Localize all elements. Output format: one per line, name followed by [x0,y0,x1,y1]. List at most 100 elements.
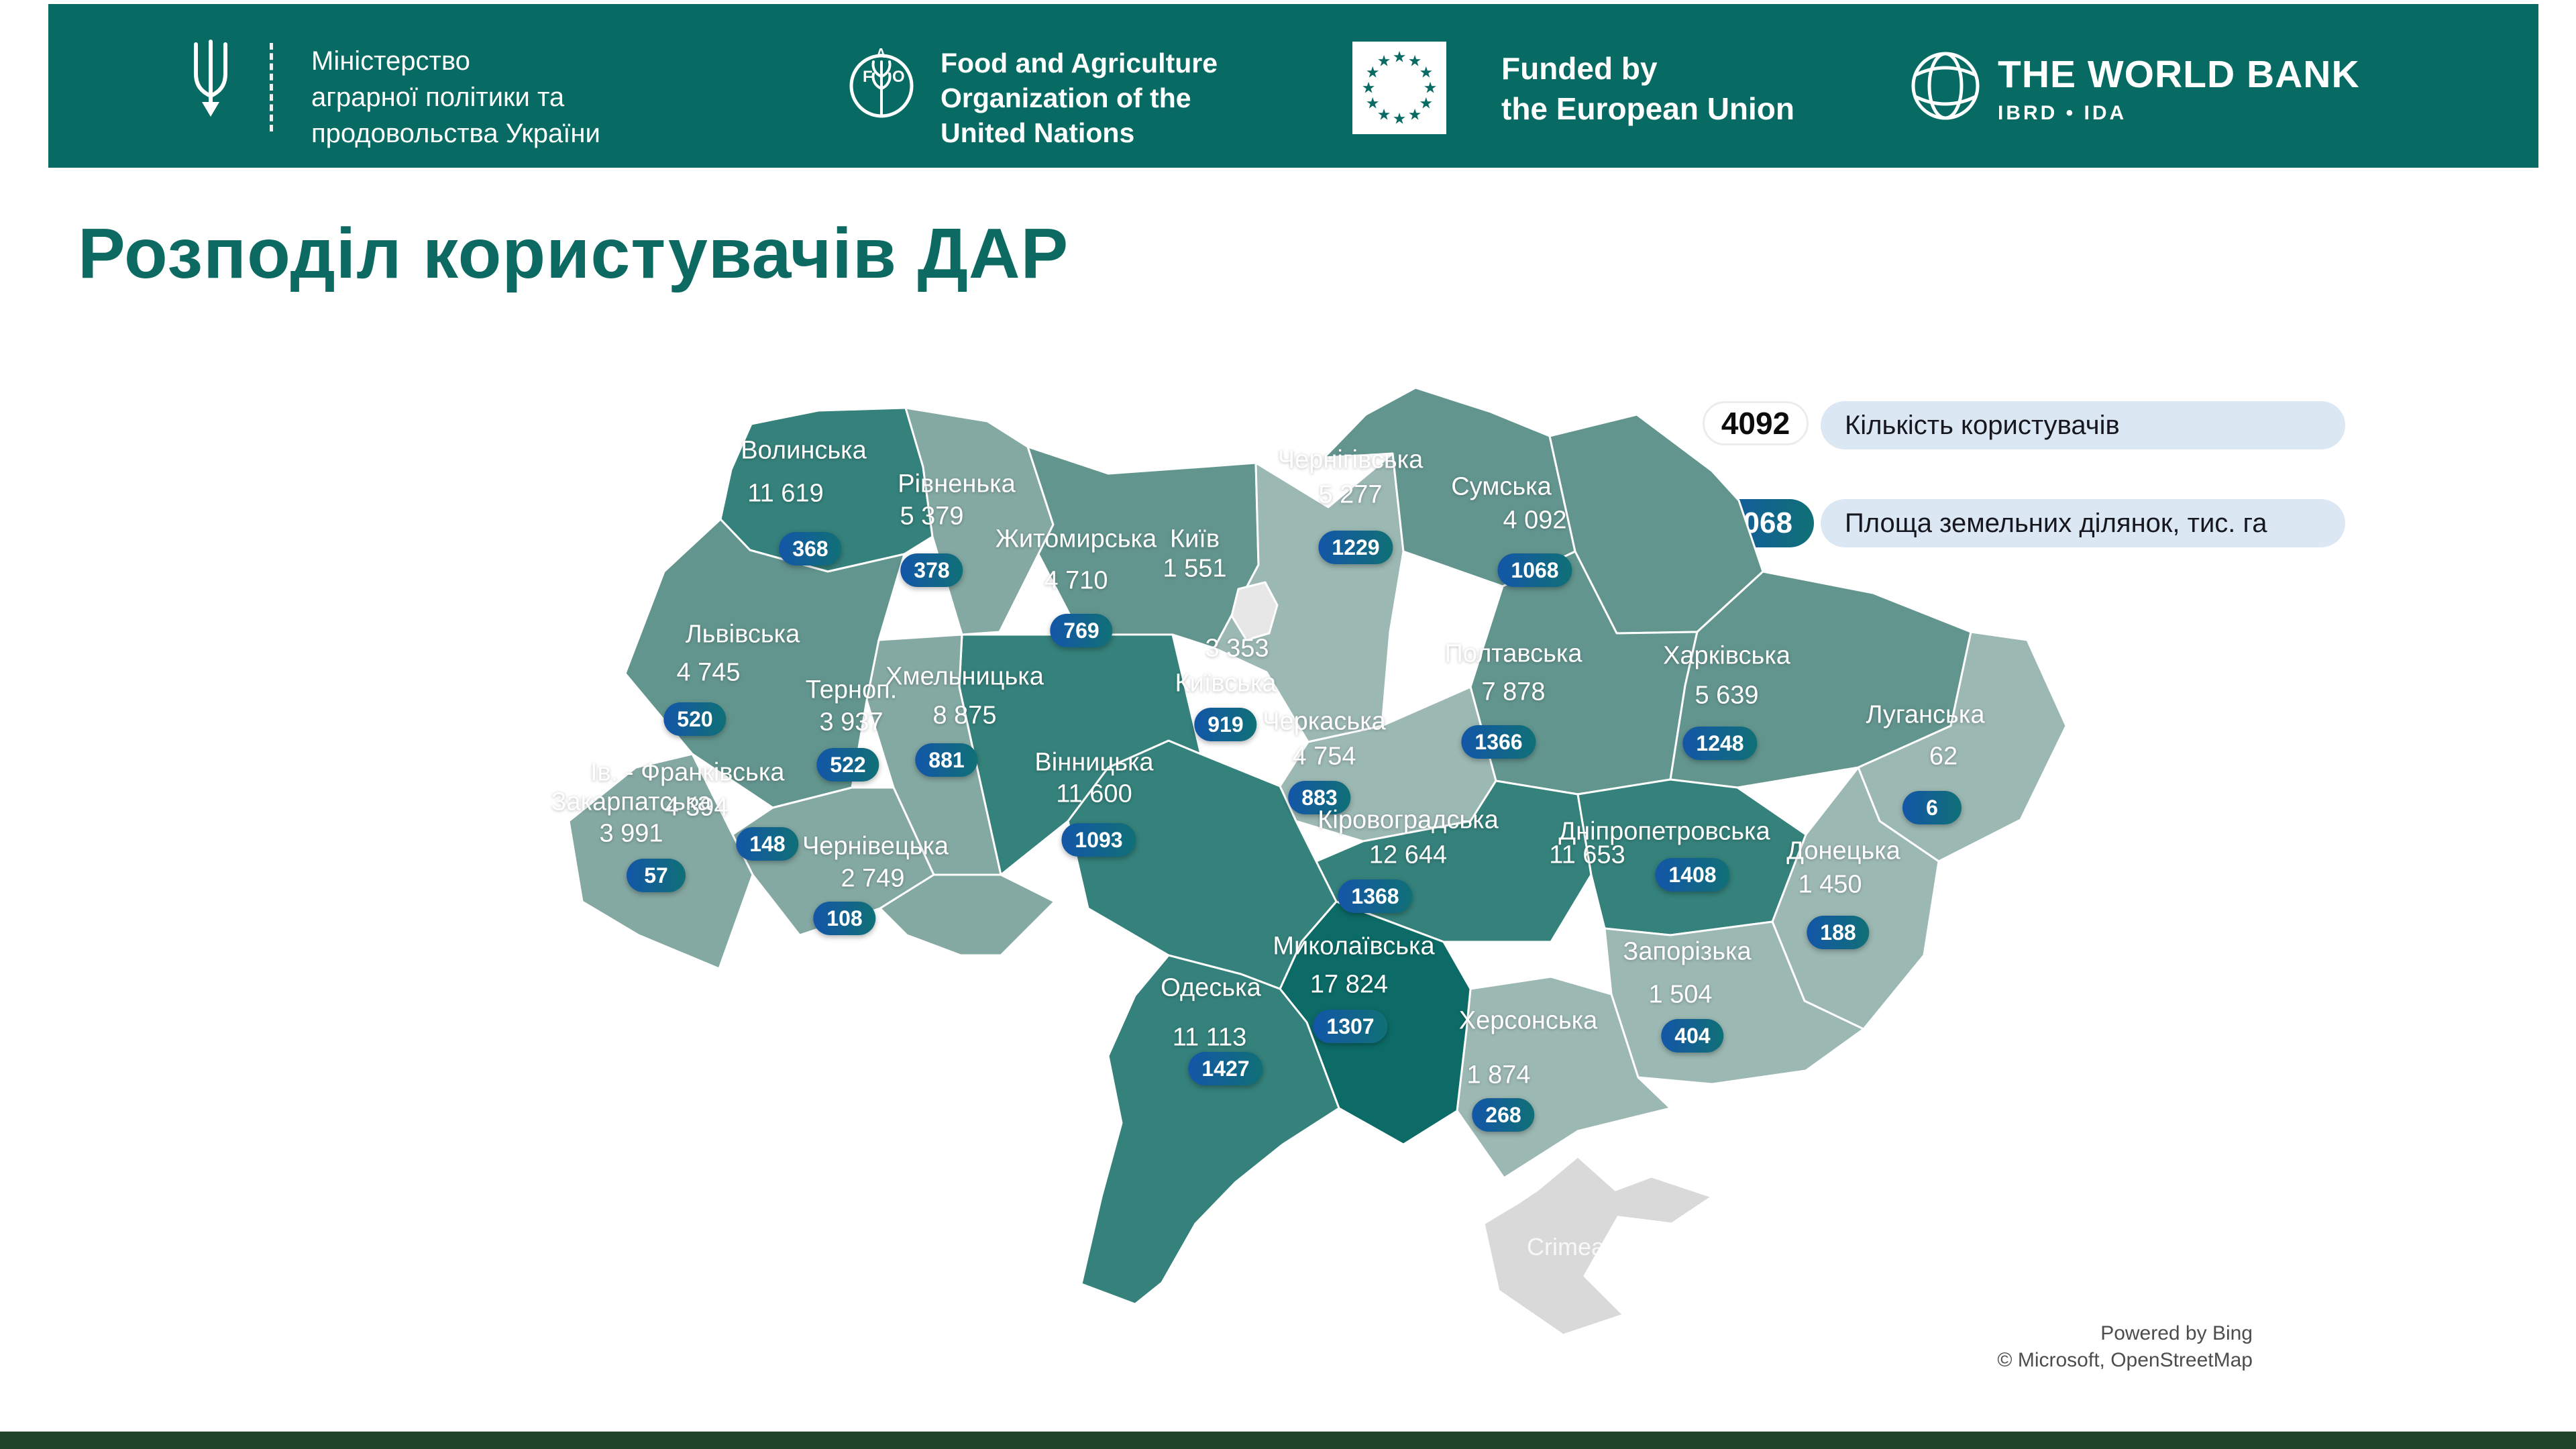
region-label-khersonska: Херсонська [1458,1006,1598,1035]
region-area-badge-zakarpatska: 57 [627,859,686,892]
region-label-lvivska: Львівська [685,620,800,649]
region-users-zaporizka: 1 504 [1648,980,1713,1009]
region-users-kyivska: 3 353 [1205,634,1269,663]
region-label-sumska: Сумська [1451,472,1552,501]
eu-star-icon: ★ [1407,52,1422,70]
region-users-odeska: 11 113 [1172,1023,1247,1052]
region-area-badge-poltavska: 1366 [1461,725,1536,759]
world-bank-globe-icon [1911,52,1980,120]
ukraine-map: Волинська 11 619 368 Рівненька 5 379 378 Житом… [530,349,2073,1395]
eu-star-icon: ★ [1377,52,1391,70]
region-label-odeska: Одеська [1161,973,1261,1002]
region-area-badge-zhytomyrska: 769 [1050,614,1113,647]
region-area-badge-khersonska: 268 [1472,1098,1535,1132]
region-label-zhytomyrska: Житомирська [995,525,1157,553]
region-users-zakarpatska: 3 991 [599,819,663,848]
region-users-vinnytska: 11 600 [1056,780,1132,808]
eu-star-icon: ★ [1377,105,1391,123]
region-area-badge-kharkivska: 1248 [1682,727,1758,760]
eu-funding-label: Funded by the European Union [1501,48,1794,129]
svg-text:O: O [892,68,905,86]
region-label-kharkivska: Харківська [1663,641,1790,670]
region-area-badge-chernihivska: 1229 [1318,531,1393,564]
eu-star-icon: ★ [1365,63,1380,81]
region-area-badge-dnipropetrovska: 1408 [1655,858,1730,892]
region-label-kirovohradska: Кіровоградська [1318,806,1499,835]
region-area-badge-rivnenska: 378 [900,553,963,587]
region-label-zakarpatska: Закарпатська [551,788,712,816]
region-label-ternopilska: Терноп. [805,676,898,704]
fao-line3: United Nations [941,117,1135,148]
region-users-kirovohradska: 12 644 [1368,841,1448,869]
page-title: Розподіл користувачів ДАР [78,214,1069,293]
world-bank-subtitle: IBRD • IDA [1998,102,2127,124]
region-users-sumska: 4 092 [1503,506,1567,535]
region-area-badge-khmelnytska: 881 [915,743,978,777]
region-users-dnipropetrovska: 11 653 [1549,841,1625,869]
fao-logo-icon: F O A [849,46,914,118]
region-label-donetska: Донецька [1786,837,1900,865]
region-area-badge-luhanska: 6 [1902,791,1962,824]
legend-users-row: 4092 Кількість користувачів [1703,401,2373,451]
region-area-badge-cherkaska: 883 [1288,781,1351,814]
region-label-chernivetska: Чернівецька [802,832,949,861]
eu-line2: the European Union [1501,91,1794,126]
fao-line2: Organization of the [941,83,1191,113]
map-attribution: Powered by Bing © Microsoft, OpenStreetM… [1997,1320,2253,1374]
region-users-luhanska: 62 [1929,742,1958,771]
region-label-kyiv_city: Київ [1169,525,1220,553]
world-bank-name: THE WORLD BANK IBRD • IDA [1998,52,2360,125]
region-area-badge-chernivetska: 108 [813,902,876,935]
region-label-dnipropetrovska: Дніпропетровська [1558,817,1770,846]
region-label-mykolaivska: Миколаївська [1273,932,1435,961]
ministry-line3: продовольства України [311,119,600,148]
legend-area-row: 1068 Площа земельних ділянок, тис. га [1703,499,2373,549]
region-shape-kyiv-city[interactable] [1230,581,1279,641]
region-shape-odeska[interactable] [1080,954,1340,1305]
ministry-name: Міністерство аграрної політики та продов… [311,43,600,152]
attribution-line1: Powered by Bing [2100,1322,2253,1344]
region-shape-crimea[interactable] [1483,1155,1713,1336]
legend-area-label: Площа земельних ділянок, тис. га [1821,499,2345,547]
region-area-badge-ternopilska: 522 [816,748,879,782]
region-area-badge-donetska: 188 [1807,916,1870,949]
eu-star-icon: ★ [1361,78,1376,97]
region-area-badge-kyivska: 919 [1194,708,1257,741]
eu-line1: Funded by [1501,51,1658,86]
eu-star-icon: ★ [1365,94,1380,112]
header-divider [270,43,273,131]
region-users-kyiv_city: 1 551 [1163,554,1227,583]
eu-star-icon: ★ [1419,94,1434,112]
ministry-line2: аграрної політики та [311,83,565,112]
fao-name: Food and Agriculture Organization of the… [941,46,1218,150]
region-area-badge-ivanofrankivska: 148 [736,827,799,861]
header-band: Міністерство аграрної політики та продов… [48,4,2538,168]
region-shape-chernivetska[interactable] [879,873,1056,957]
region-shape-rivnenska[interactable] [904,407,1055,636]
region-users-mykolaivska: 17 824 [1309,970,1389,999]
region-label-vinnytska: Вінницька [1034,748,1154,777]
ministry-trident-icon [194,40,227,117]
region-label-kyivska: Київська [1175,669,1277,698]
eu-star-icon: ★ [1392,109,1407,127]
svg-text:F: F [863,68,873,86]
region-area-badge-vinnytska: 1093 [1061,823,1136,857]
region-users-chernivetska: 2 749 [841,864,905,893]
region-label-luhanska: Луганська [1866,700,1985,729]
region-label-chernihivska: Чернігівська [1277,445,1424,474]
attribution-line2: © Microsoft, OpenStreetMap [1997,1349,2253,1371]
region-area-badge-mykolaivska: 1307 [1313,1010,1388,1043]
world-bank-title: THE WORLD BANK [1998,53,2360,96]
region-label-ivanofrankivska: Ів. - Франківська [590,758,785,787]
footer-bar [0,1432,2576,1449]
crimea-label: Crimea [1526,1233,1605,1260]
eu-star-icon: ★ [1392,48,1407,66]
fao-line1: Food and Agriculture [941,48,1218,78]
region-users-rivnenska: 5 379 [900,502,964,531]
region-users-cherkaska: 4 754 [1292,742,1356,771]
legend-users-label: Кількість користувачів [1821,401,2345,449]
region-users-donetska: 1 450 [1798,870,1862,899]
eu-star-icon: ★ [1423,78,1438,97]
region-label-khmelnytska: Хмельницька [885,662,1044,691]
